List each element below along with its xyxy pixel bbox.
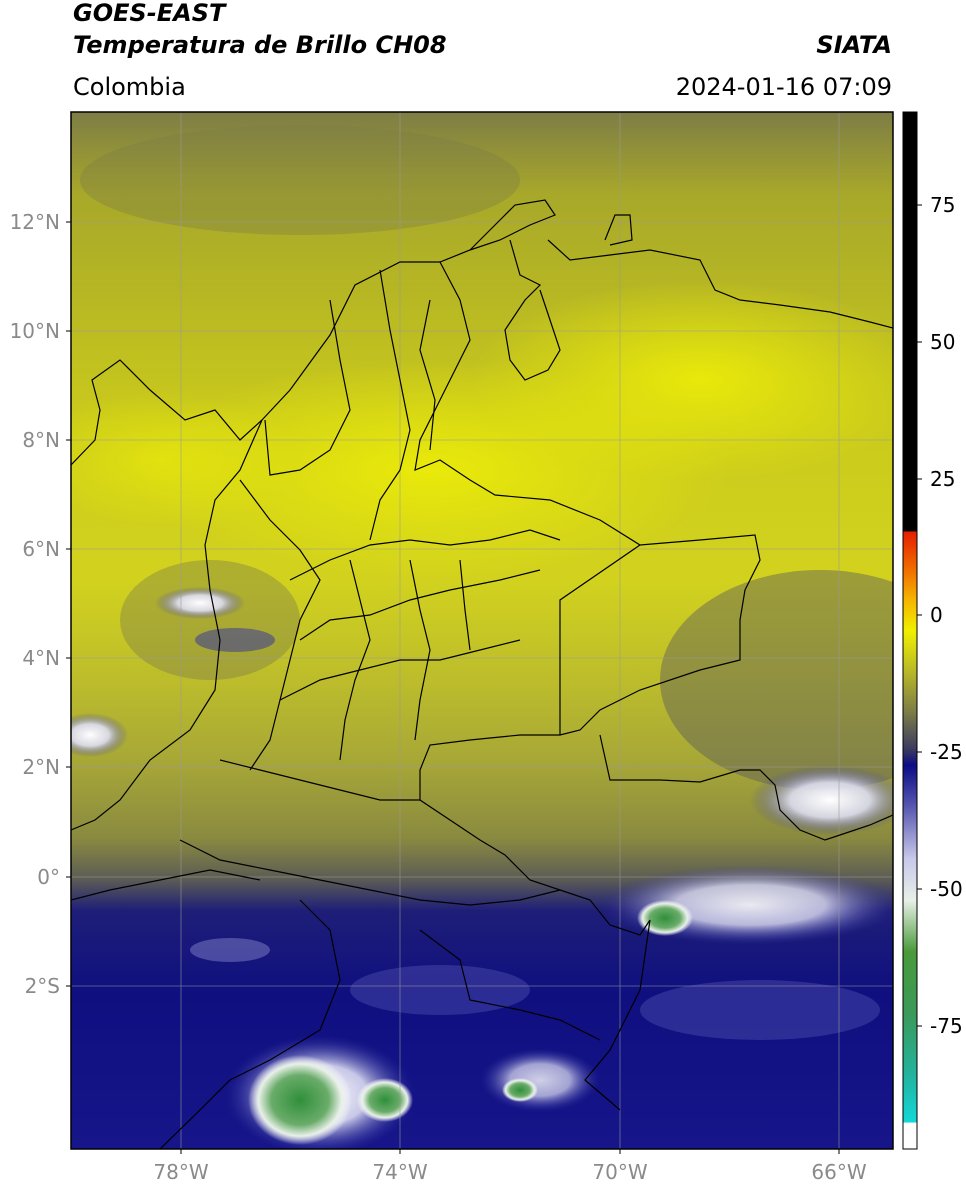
lat-label: 4°N [22,646,60,670]
colorbar-ticks [917,204,922,1027]
colorbar-label: -75 [930,1014,963,1038]
product-title: Temperatura de Brillo CH08 [73,31,447,59]
timestamp-label: 2024-01-16 07:09 [675,73,892,101]
colorbar [903,112,917,1149]
lat-label: 12°N [9,210,60,234]
lon-label: 70°W [592,1160,648,1184]
lat-label: 0° [37,865,60,889]
colorbar-label: -25 [930,740,963,764]
region-label: Colombia [73,73,186,101]
coastlines-borders [71,199,893,1149]
graticule [71,112,893,1149]
axis-ticks [66,221,840,1154]
lon-label: 66°W [811,1160,867,1184]
lat-label: 2°S [24,974,60,998]
source-label: SIATA [816,31,892,59]
satellite-title: GOES-EAST [73,0,226,27]
lat-label: 2°N [22,755,60,779]
lat-label: 10°N [9,319,60,343]
colorbar-label: 75 [930,193,956,217]
lon-label: 78°W [153,1160,209,1184]
lon-label: 74°W [372,1160,428,1184]
lat-label: 8°N [22,428,60,452]
colorbar-frame [902,111,918,1150]
map-frame [70,111,894,1150]
brightness-field [71,112,893,1149]
colorbar-label: 50 [930,330,956,354]
lat-label: 6°N [22,537,60,561]
colorbar-label: 25 [930,467,956,491]
colorbar-label: 0 [930,603,943,627]
colorbar-label: -50 [930,877,963,901]
